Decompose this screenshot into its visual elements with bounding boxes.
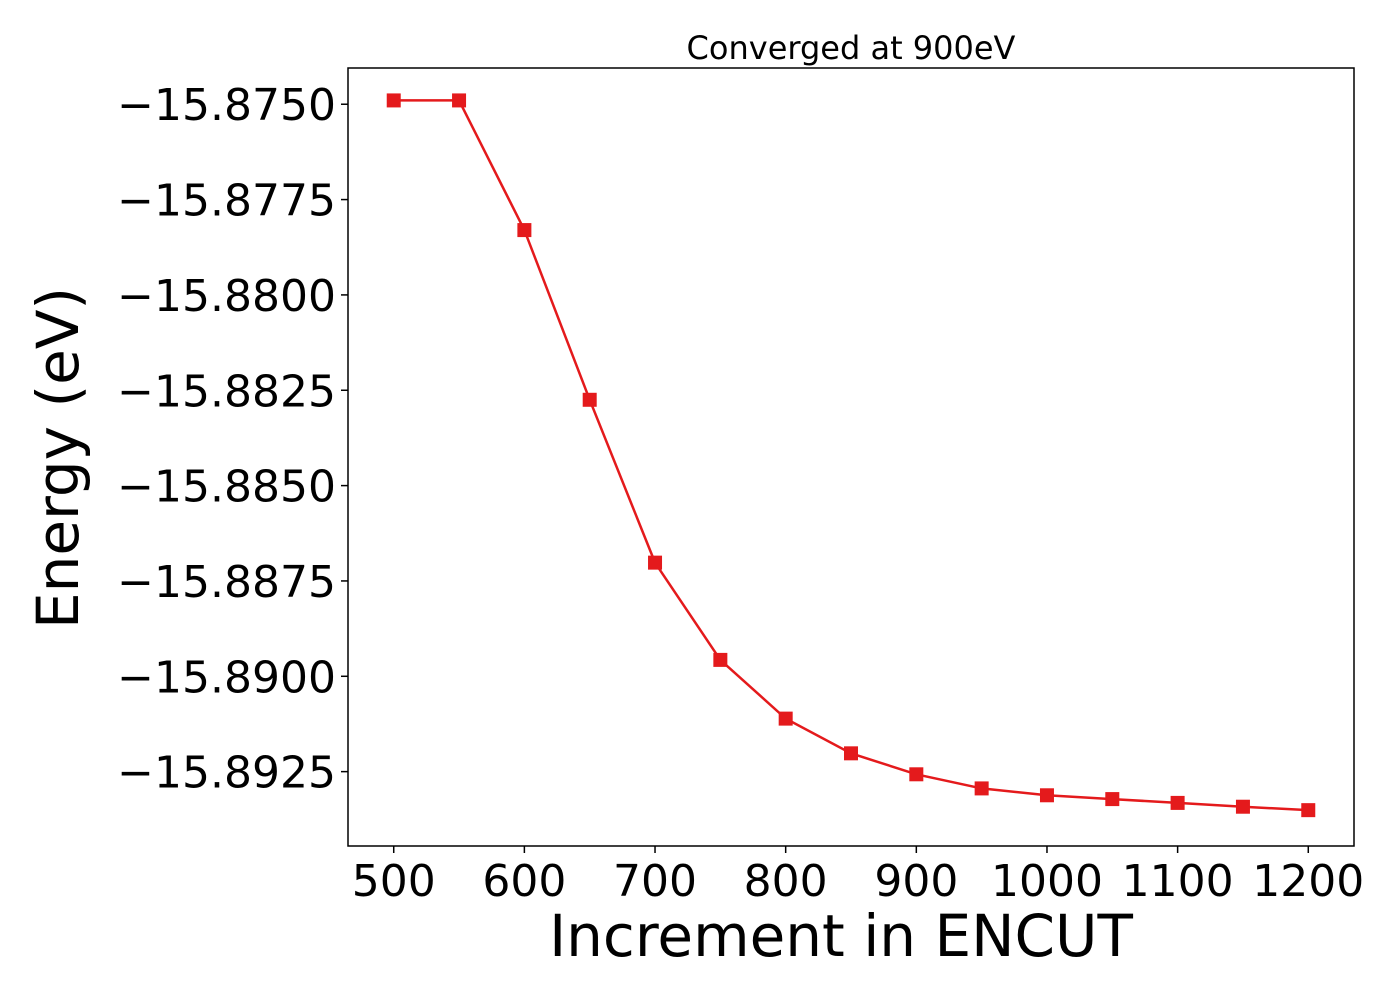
data-point-marker <box>909 767 924 782</box>
data-point-marker <box>778 711 793 726</box>
x-tick-label: 600 <box>482 856 566 907</box>
data-point-marker <box>713 652 728 667</box>
data-point-marker <box>844 746 858 761</box>
data-point-marker <box>974 781 989 796</box>
x-tick-label: 500 <box>352 856 436 907</box>
data-point-marker <box>452 93 467 108</box>
data-point-marker <box>1039 788 1054 803</box>
plot-frame <box>347 67 1355 847</box>
data-point-marker <box>1170 795 1185 810</box>
data-point-marker <box>1301 803 1316 818</box>
x-axis-label: Increment in ENCUT <box>549 902 1133 970</box>
x-tick-label: 700 <box>613 856 697 907</box>
data-layer <box>386 93 1316 818</box>
data-point-marker <box>386 93 401 108</box>
x-axis-ticks: 500 600 700 800 900 1000 1100 1200 <box>352 846 1364 907</box>
data-point-marker <box>648 555 663 570</box>
x-tick-label: 800 <box>744 856 828 907</box>
plot-area <box>348 68 1354 846</box>
data-point-marker <box>582 392 597 407</box>
y-tick-label: −15.8900 <box>117 652 336 703</box>
data-point-marker <box>1105 792 1120 807</box>
y-tick-label: −15.8875 <box>117 557 336 608</box>
y-tick-label: −15.8850 <box>117 462 336 513</box>
y-tick-label: −15.8775 <box>117 176 336 227</box>
data-point-marker <box>517 223 532 238</box>
chart-title: Converged at 900eV <box>687 29 1016 67</box>
x-tick-label: 1200 <box>1252 856 1364 907</box>
x-tick-label: 900 <box>874 856 958 907</box>
x-tick-label: 1100 <box>1122 856 1234 907</box>
y-tick-label: −15.8925 <box>117 748 336 799</box>
y-tick-label: −15.8800 <box>117 271 336 322</box>
x-tick-label: 1000 <box>991 856 1103 907</box>
y-tick-label: −15.8750 <box>117 80 336 131</box>
y-axis-ticks: −15.8750 −15.8775 −15.8800 −15.8825 −15.8850… <box>117 80 348 799</box>
y-axis-label: Energy (eV) <box>24 287 92 629</box>
data-point-marker <box>1235 799 1250 814</box>
y-tick-label: −15.8825 <box>117 366 336 417</box>
